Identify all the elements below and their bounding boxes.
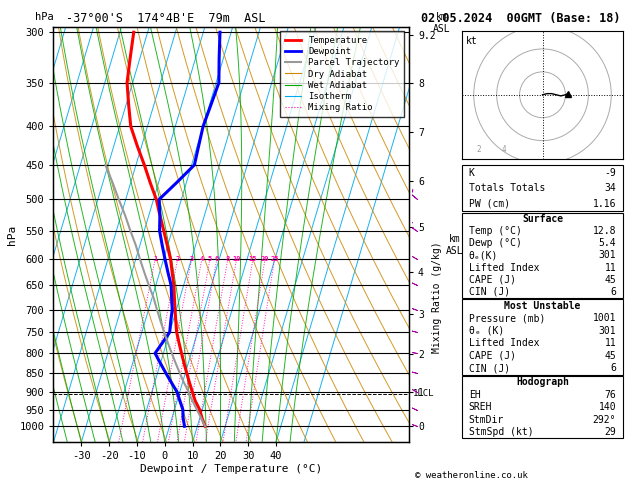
Text: © weatheronline.co.uk: © weatheronline.co.uk	[415, 471, 528, 480]
Text: PW (cm): PW (cm)	[469, 199, 510, 208]
Text: 5: 5	[208, 256, 212, 262]
Text: CIN (J): CIN (J)	[469, 364, 510, 373]
Text: kt: kt	[465, 36, 477, 46]
Text: 292°: 292°	[593, 415, 616, 425]
Text: CAPE (J): CAPE (J)	[469, 275, 516, 285]
Y-axis label: km
ASL: km ASL	[446, 235, 464, 256]
Text: 5.4: 5.4	[599, 238, 616, 248]
Text: 1.16: 1.16	[593, 199, 616, 208]
Text: EH: EH	[469, 390, 481, 400]
Text: Dewp (°C): Dewp (°C)	[469, 238, 521, 248]
Text: 45: 45	[604, 275, 616, 285]
Text: Surface: Surface	[522, 214, 563, 224]
FancyBboxPatch shape	[462, 299, 623, 375]
Text: 1001: 1001	[593, 313, 616, 323]
Text: Mixing Ratio (g/kg): Mixing Ratio (g/kg)	[432, 241, 442, 353]
Text: K: K	[469, 168, 475, 178]
Text: StmSpd (kt): StmSpd (kt)	[469, 427, 533, 437]
Text: 76: 76	[604, 390, 616, 400]
Text: 25: 25	[270, 256, 279, 262]
Text: hPa: hPa	[35, 12, 53, 22]
Text: θₑ(K): θₑ(K)	[469, 250, 498, 260]
Text: 1LCL: 1LCL	[413, 389, 435, 398]
Text: 1: 1	[153, 256, 157, 262]
FancyBboxPatch shape	[462, 165, 623, 211]
Text: 8: 8	[226, 256, 230, 262]
Text: CIN (J): CIN (J)	[469, 287, 510, 297]
Text: CAPE (J): CAPE (J)	[469, 351, 516, 361]
Text: 15: 15	[248, 256, 257, 262]
Legend: Temperature, Dewpoint, Parcel Trajectory, Dry Adiabat, Wet Adiabat, Isotherm, Mi: Temperature, Dewpoint, Parcel Trajectory…	[281, 31, 404, 117]
Text: 301: 301	[599, 326, 616, 336]
Text: 6: 6	[214, 256, 219, 262]
Text: 140: 140	[599, 402, 616, 412]
FancyBboxPatch shape	[462, 213, 623, 298]
FancyBboxPatch shape	[462, 376, 623, 438]
Text: StmDir: StmDir	[469, 415, 504, 425]
Text: 6: 6	[610, 287, 616, 297]
Text: Hodograph: Hodograph	[516, 378, 569, 387]
Text: 02.05.2024  00GMT (Base: 18): 02.05.2024 00GMT (Base: 18)	[421, 12, 621, 25]
Text: Pressure (mb): Pressure (mb)	[469, 313, 545, 323]
Text: SREH: SREH	[469, 402, 493, 412]
Text: 4: 4	[501, 145, 506, 154]
Text: 301: 301	[599, 250, 616, 260]
Text: 12.8: 12.8	[593, 226, 616, 236]
Text: 3: 3	[189, 256, 194, 262]
Text: 4: 4	[200, 256, 204, 262]
Y-axis label: hPa: hPa	[7, 225, 16, 244]
Text: Temp (°C): Temp (°C)	[469, 226, 521, 236]
Text: θₑ (K): θₑ (K)	[469, 326, 504, 336]
Text: 6: 6	[610, 364, 616, 373]
Text: 20: 20	[261, 256, 269, 262]
Text: Most Unstable: Most Unstable	[504, 301, 581, 311]
Text: 11: 11	[604, 262, 616, 273]
Text: 2: 2	[175, 256, 180, 262]
Text: -37°00'S  174°4B'E  79m  ASL: -37°00'S 174°4B'E 79m ASL	[66, 12, 265, 25]
Text: 2: 2	[476, 145, 481, 154]
X-axis label: Dewpoint / Temperature (°C): Dewpoint / Temperature (°C)	[140, 464, 322, 474]
Text: Lifted Index: Lifted Index	[469, 338, 539, 348]
Text: 34: 34	[604, 183, 616, 193]
Text: 11: 11	[604, 338, 616, 348]
Text: 45: 45	[604, 351, 616, 361]
Text: Totals Totals: Totals Totals	[469, 183, 545, 193]
Text: 10: 10	[232, 256, 241, 262]
Text: Lifted Index: Lifted Index	[469, 262, 539, 273]
Text: 29: 29	[604, 427, 616, 437]
Text: km
ASL: km ASL	[433, 12, 450, 34]
Text: -9: -9	[604, 168, 616, 178]
